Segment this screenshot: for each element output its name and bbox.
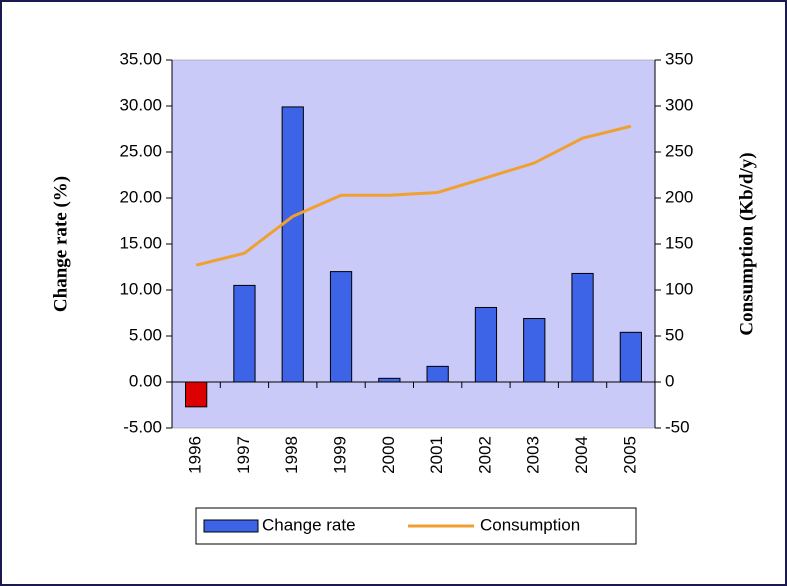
bar [378,377,401,383]
y-tick-label: 5.00 [129,325,162,344]
bar [619,331,642,383]
y-axis-title: Change rate (%) [50,176,71,312]
x-tick-label: 2002 [475,436,494,474]
y2-tick-label: 150 [665,233,693,252]
x-tick-label: 2005 [620,436,639,474]
y2-tick-label: 200 [665,187,693,206]
x-tick-label: 1998 [282,436,301,474]
x-tick-label: 2000 [379,436,398,474]
bar [281,106,304,383]
x-tick-label: 1999 [331,436,350,474]
y-tick-label: 10.00 [119,279,162,298]
legend-label: Consumption [480,515,580,534]
bar [426,365,449,383]
bar [329,271,353,383]
x-tick-label: 1996 [186,436,205,474]
y-tick-label: 35.00 [119,49,162,68]
y-tick-label: -5.00 [123,417,162,436]
bar [571,272,594,383]
y2-tick-label: 0 [665,371,674,390]
bar [523,318,546,383]
x-tick-label: 1997 [234,436,253,474]
y2-tick-label: 300 [665,95,693,114]
y-tick-label: 15.00 [119,233,162,252]
legend-swatch [203,519,259,533]
y2-tick-label: 250 [665,141,693,160]
y2-tick-label: 350 [665,49,693,68]
y-tick-label: 30.00 [119,95,162,114]
legend-label: Change rate [262,515,356,534]
y2-tick-label: 100 [665,279,693,298]
bar [185,381,208,408]
y2-tick-label: -50 [665,417,690,436]
x-tick-label: 2001 [427,436,446,474]
x-tick-label: 2003 [524,436,543,474]
y-tick-label: 20.00 [119,187,162,206]
bar [233,284,256,383]
bar [474,306,498,383]
y-tick-label: 25.00 [119,141,162,160]
y2-tick-label: 50 [665,325,684,344]
y2-axis-title: Consumption (Kb/d/y) [736,152,757,335]
x-tick-label: 2004 [572,436,591,474]
line [195,124,632,267]
y-tick-label: 0.00 [129,371,162,390]
